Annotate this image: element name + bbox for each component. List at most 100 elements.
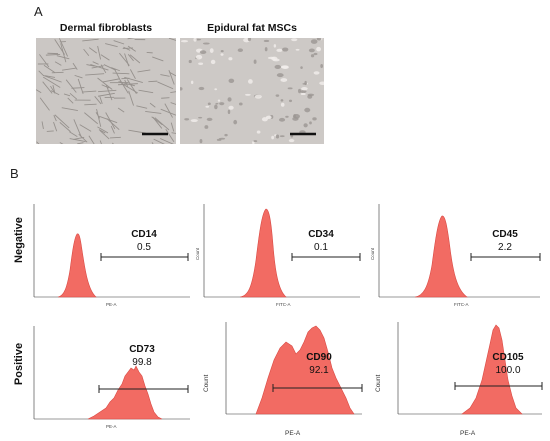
fibroblast-cell bbox=[148, 80, 158, 83]
msc-cell bbox=[220, 53, 224, 56]
fibroblast-cell bbox=[92, 61, 99, 65]
fibroblast-cell bbox=[98, 89, 117, 93]
fibroblast-cell bbox=[95, 112, 101, 119]
fibroblast-cell bbox=[103, 64, 116, 71]
msc-cell bbox=[216, 138, 222, 141]
msc-cell bbox=[313, 71, 320, 75]
fibroblast-cell bbox=[41, 121, 44, 130]
msc-cell bbox=[302, 83, 307, 85]
percent-cd73: 99.8 bbox=[132, 357, 152, 368]
msc-cell bbox=[310, 54, 315, 58]
fibroblast-cell bbox=[160, 74, 170, 77]
histogram-cd73-svg: PE-A bbox=[33, 326, 190, 429]
fibroblast-cell bbox=[109, 136, 121, 139]
msc-cell bbox=[272, 58, 280, 62]
fibroblast-cell bbox=[106, 118, 120, 130]
x-axis-label-cd90: PE-A bbox=[285, 430, 301, 437]
fibroblast-cell bbox=[121, 83, 138, 94]
row-label-negative: Negative bbox=[13, 217, 25, 263]
msc-cell bbox=[280, 65, 289, 69]
msc-cell bbox=[254, 94, 262, 99]
fibroblast-cell bbox=[101, 84, 110, 89]
msc-cell bbox=[279, 135, 285, 138]
msc-cell bbox=[214, 88, 218, 91]
fibroblast-cell bbox=[145, 111, 162, 114]
msc-cell bbox=[263, 39, 270, 42]
fibroblast-cell bbox=[42, 81, 53, 94]
msc-cell bbox=[287, 87, 293, 90]
msc-cell bbox=[309, 121, 312, 125]
msc-cell bbox=[217, 99, 221, 102]
fibroblast-cell bbox=[53, 121, 58, 132]
msc-cell bbox=[198, 116, 203, 119]
fibroblast-cell bbox=[39, 97, 50, 111]
msc-cell bbox=[228, 78, 235, 83]
fibroblast-cell bbox=[59, 122, 71, 133]
fibroblast-cell bbox=[129, 54, 141, 64]
msc-cell bbox=[280, 102, 285, 107]
percent-cd14: 0.5 bbox=[137, 242, 151, 253]
msc-cell bbox=[300, 90, 307, 94]
fibroblast-cell bbox=[84, 103, 97, 106]
fibroblast-cell bbox=[44, 75, 56, 78]
msc-cell bbox=[227, 109, 231, 115]
msc-cell bbox=[228, 57, 233, 61]
fibroblast-cell bbox=[85, 73, 105, 76]
msc-cell bbox=[184, 118, 190, 121]
fibroblast-cell bbox=[74, 74, 83, 79]
msc-cell bbox=[276, 48, 283, 52]
histogram-cd45: Count FITC-A bbox=[370, 200, 545, 310]
fibroblast-cell bbox=[39, 54, 50, 68]
msc-cell bbox=[193, 38, 197, 42]
x-axis-label-cd14: PE-A bbox=[106, 302, 117, 307]
msc-cell bbox=[248, 79, 253, 84]
histogram-cd34: Count FITC-A bbox=[195, 200, 365, 310]
msc-cell bbox=[267, 56, 276, 60]
panel-b-label: B bbox=[10, 166, 19, 181]
fibroblast-cell bbox=[160, 108, 176, 116]
histogram-cd90-svg: Count PE-A bbox=[203, 322, 363, 437]
fibroblast-cell bbox=[45, 53, 61, 56]
msc-cell bbox=[273, 44, 277, 48]
fibroblast-cell bbox=[79, 124, 92, 132]
fibroblast-cell bbox=[161, 97, 170, 99]
fibroblast-cell bbox=[157, 81, 174, 90]
msc-cell bbox=[227, 97, 232, 102]
msc-cell bbox=[293, 114, 296, 118]
histogram-cd45-curve bbox=[414, 215, 468, 298]
histogram-cd73: PE-A bbox=[30, 322, 195, 434]
fibroblast-cell bbox=[96, 108, 102, 127]
msc-cell bbox=[224, 133, 228, 137]
fibroblast-cell bbox=[77, 78, 84, 94]
fibroblast-cell bbox=[110, 125, 115, 134]
fibroblast-cell bbox=[61, 107, 78, 111]
fibroblast-cell bbox=[97, 92, 115, 97]
fibroblast-cell bbox=[69, 138, 86, 142]
fibroblast-cell bbox=[159, 138, 174, 144]
fibroblast-cell bbox=[152, 116, 163, 129]
histogram-cd90: Count PE-A bbox=[200, 318, 368, 438]
fibroblast-cell bbox=[124, 76, 143, 84]
fibroblast-cell bbox=[77, 142, 84, 144]
panel-a-label: A bbox=[34, 4, 43, 19]
fibroblast-cell bbox=[127, 38, 136, 40]
msc-cell bbox=[288, 139, 295, 143]
msc-cell bbox=[313, 52, 318, 56]
x-axis-label-cd105: PE-A bbox=[460, 430, 476, 437]
fibroblast-cell bbox=[128, 90, 134, 106]
fibroblast-cell bbox=[83, 48, 90, 57]
fibroblast-cell bbox=[84, 112, 99, 125]
histogram-cd105-svg: Count PE-A bbox=[375, 322, 543, 437]
fibroblast-cell bbox=[71, 87, 85, 89]
micrograph-title-fibroblasts: Dermal fibroblasts bbox=[59, 22, 153, 34]
msc-cell bbox=[220, 50, 224, 53]
fibroblast-cell bbox=[65, 79, 77, 93]
fibroblast-cell bbox=[165, 128, 175, 143]
msc-cell bbox=[276, 73, 284, 78]
fibroblast-cell bbox=[67, 97, 74, 104]
fibroblast-cell bbox=[72, 62, 78, 70]
msc-cell bbox=[320, 63, 323, 69]
fibroblast-cell bbox=[105, 43, 118, 48]
fibroblast-cell bbox=[98, 129, 106, 134]
msc-cell bbox=[291, 38, 298, 42]
